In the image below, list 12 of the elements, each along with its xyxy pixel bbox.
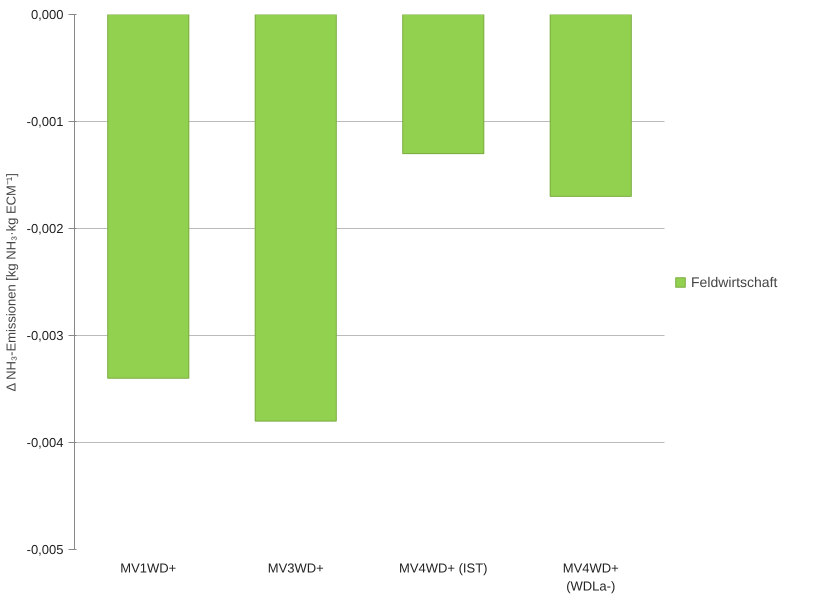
y-tick-label: -0,001 (26, 114, 64, 129)
y-tick-label: 0,000 (30, 7, 64, 22)
y-tick-label: -0,003 (26, 328, 64, 343)
x-tick-label: MV4WD+ (WDLa-) (562, 560, 619, 594)
y-axis-title: Δ NH₃-Emissionen [kg NH₃·kg ECM⁻¹] (4, 173, 19, 392)
x-tick-label: MV4WD+ (IST) (399, 560, 488, 576)
x-tick-label: MV3WD+ (268, 560, 324, 576)
x-tick-label: MV1WD+ (120, 560, 176, 576)
y-tick-label: -0,004 (26, 435, 64, 450)
y-tick-label: -0,002 (26, 221, 64, 236)
legend-label: Feldwirtschaft (691, 274, 778, 290)
y-tick-label: -0,005 (26, 542, 64, 557)
